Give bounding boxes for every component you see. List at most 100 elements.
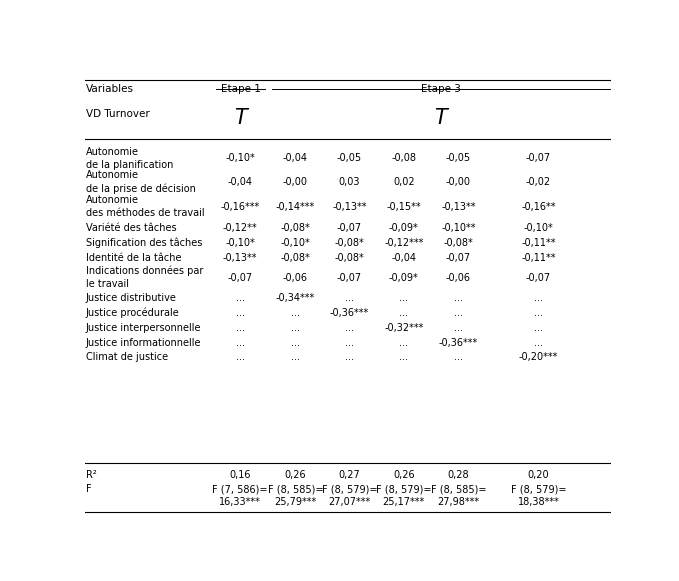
Text: 25,17***: 25,17*** — [383, 497, 425, 507]
Text: Autonomie: Autonomie — [86, 195, 139, 205]
Text: -0,08*: -0,08* — [335, 253, 365, 263]
Text: -0,34***: -0,34*** — [276, 293, 315, 303]
Text: -0,07: -0,07 — [526, 153, 551, 163]
Text: 16,33***: 16,33*** — [219, 497, 261, 507]
Text: -0,09*: -0,09* — [389, 223, 419, 232]
Text: 27,07***: 27,07*** — [329, 497, 371, 507]
Text: -0,07: -0,07 — [337, 223, 362, 232]
Text: 27,98***: 27,98*** — [437, 497, 479, 507]
Text: -0,14***: -0,14*** — [276, 202, 315, 211]
Text: Variables: Variables — [86, 84, 134, 94]
Text: ...: ... — [345, 338, 354, 347]
Text: ...: ... — [454, 293, 463, 303]
Text: -0,04: -0,04 — [283, 153, 308, 163]
Text: F (7, 586)=: F (7, 586)= — [213, 485, 268, 494]
Text: le travail: le travail — [86, 279, 129, 289]
Text: -0,36***: -0,36*** — [330, 308, 369, 318]
Text: ...: ... — [399, 353, 408, 363]
Text: ...: ... — [399, 308, 408, 318]
Text: -0,05: -0,05 — [446, 153, 471, 163]
Text: T: T — [234, 108, 247, 128]
Text: -0,12***: -0,12*** — [384, 238, 424, 248]
Text: -0,07: -0,07 — [446, 253, 471, 263]
Text: F (8, 585)=: F (8, 585)= — [268, 485, 323, 494]
Text: -0,08*: -0,08* — [280, 223, 310, 232]
Text: ...: ... — [345, 293, 354, 303]
Text: 0,03: 0,03 — [339, 177, 361, 187]
Text: -0,07: -0,07 — [526, 272, 551, 283]
Text: Indications données par: Indications données par — [86, 266, 203, 277]
Text: ...: ... — [399, 338, 408, 347]
Text: -0,08: -0,08 — [391, 153, 416, 163]
Text: Etape 3: Etape 3 — [421, 84, 460, 94]
Text: Autonomie: Autonomie — [86, 170, 139, 180]
Text: ...: ... — [454, 353, 463, 363]
Text: Justice interpersonnelle: Justice interpersonnelle — [86, 323, 202, 333]
Text: ...: ... — [345, 323, 354, 333]
Text: -0,15**: -0,15** — [386, 202, 421, 211]
Text: -0,13**: -0,13** — [223, 253, 257, 263]
Text: -0,10**: -0,10** — [441, 223, 476, 232]
Text: ...: ... — [236, 323, 244, 333]
Text: F (8, 579)=: F (8, 579)= — [322, 485, 378, 494]
Text: ...: ... — [291, 353, 300, 363]
Text: Etape 1: Etape 1 — [221, 84, 261, 94]
Text: des méthodes de travail: des méthodes de travail — [86, 209, 204, 218]
Text: de la prise de décision: de la prise de décision — [86, 183, 196, 193]
Text: ...: ... — [236, 293, 244, 303]
Text: ...: ... — [534, 338, 543, 347]
Text: F (8, 579)=: F (8, 579)= — [376, 485, 432, 494]
Text: ...: ... — [236, 338, 244, 347]
Text: ...: ... — [236, 353, 244, 363]
Text: ...: ... — [534, 308, 543, 318]
Text: F: F — [86, 485, 92, 494]
Text: ...: ... — [454, 308, 463, 318]
Text: T: T — [435, 108, 447, 128]
Text: 0,20: 0,20 — [528, 469, 549, 479]
Text: -0,07: -0,07 — [337, 272, 362, 283]
Text: R²: R² — [86, 469, 96, 479]
Text: -0,06: -0,06 — [446, 272, 471, 283]
Text: -0,00: -0,00 — [446, 177, 471, 187]
Text: -0,11**: -0,11** — [521, 253, 555, 263]
Text: ...: ... — [454, 323, 463, 333]
Text: -0,32***: -0,32*** — [384, 323, 424, 333]
Text: -0,16***: -0,16*** — [221, 202, 260, 211]
Text: -0,10*: -0,10* — [225, 153, 255, 163]
Text: 25,79***: 25,79*** — [274, 497, 316, 507]
Text: -0,05: -0,05 — [337, 153, 362, 163]
Text: Justice informationnelle: Justice informationnelle — [86, 338, 202, 347]
Text: ...: ... — [291, 338, 300, 347]
Text: -0,04: -0,04 — [391, 253, 416, 263]
Text: -0,12**: -0,12** — [223, 223, 257, 232]
Text: -0,13**: -0,13** — [332, 202, 367, 211]
Text: -0,09*: -0,09* — [389, 272, 419, 283]
Text: ...: ... — [291, 308, 300, 318]
Text: 0,02: 0,02 — [393, 177, 415, 187]
Text: -0,04: -0,04 — [227, 177, 253, 187]
Text: ...: ... — [534, 293, 543, 303]
Text: -0,20***: -0,20*** — [519, 353, 558, 363]
Text: F (8, 579)=: F (8, 579)= — [511, 485, 566, 494]
Text: VD Turnover: VD Turnover — [86, 109, 149, 120]
Text: ...: ... — [236, 308, 244, 318]
Text: Justice distributive: Justice distributive — [86, 293, 177, 303]
Text: -0,16**: -0,16** — [521, 202, 555, 211]
Text: -0,10*: -0,10* — [524, 223, 553, 232]
Text: ...: ... — [399, 293, 408, 303]
Text: de la planification: de la planification — [86, 160, 173, 170]
Text: F (8, 585)=: F (8, 585)= — [430, 485, 486, 494]
Text: ...: ... — [534, 323, 543, 333]
Text: 0,27: 0,27 — [339, 469, 361, 479]
Text: -0,10*: -0,10* — [225, 238, 255, 248]
Text: 0,26: 0,26 — [393, 469, 415, 479]
Text: -0,13**: -0,13** — [441, 202, 476, 211]
Text: Climat de justice: Climat de justice — [86, 353, 168, 363]
Text: 18,38***: 18,38*** — [517, 497, 559, 507]
Text: -0,07: -0,07 — [227, 272, 253, 283]
Text: ...: ... — [345, 353, 354, 363]
Text: -0,36***: -0,36*** — [439, 338, 478, 347]
Text: -0,06: -0,06 — [283, 272, 308, 283]
Text: 0,26: 0,26 — [285, 469, 306, 479]
Text: Justice procédurale: Justice procédurale — [86, 308, 180, 318]
